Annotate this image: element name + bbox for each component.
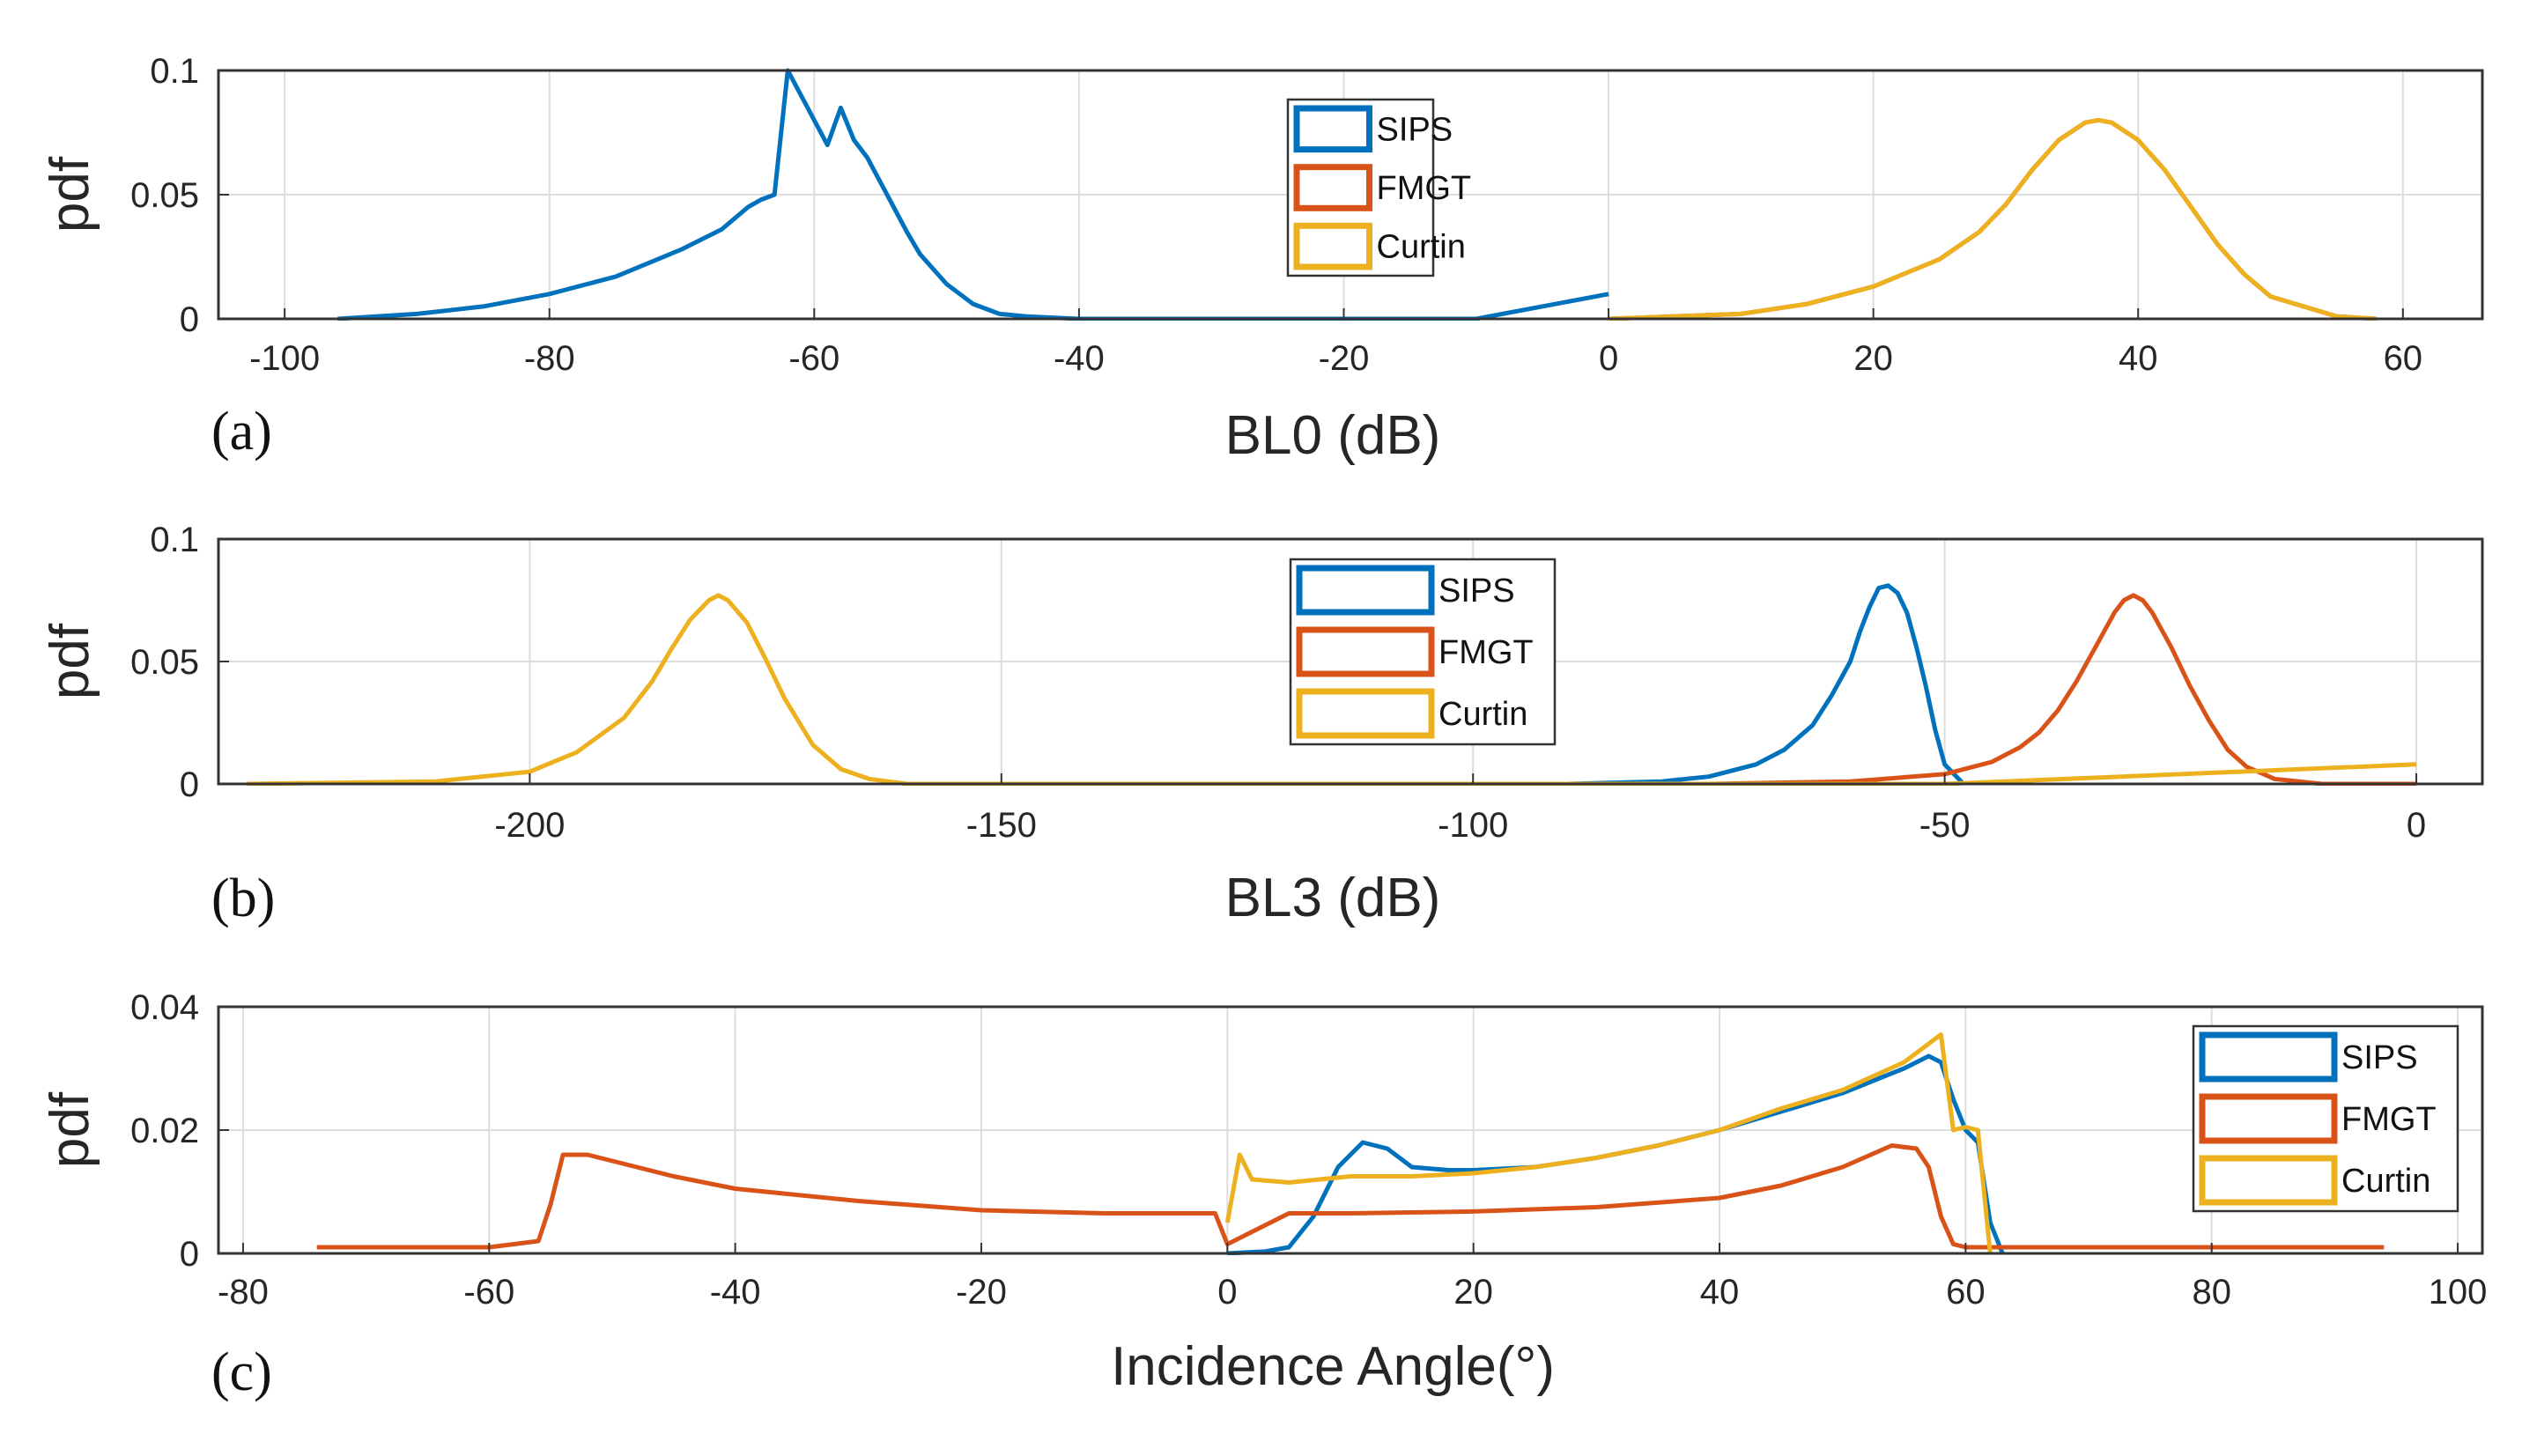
- legend-label-fmgt: FMGT: [2341, 1101, 2437, 1138]
- x-axis-label: Incidence Angle(°): [1111, 1336, 1555, 1397]
- legend-label-sips: SIPS: [1377, 111, 1453, 148]
- legend-label-curtin: Curtin: [2341, 1163, 2430, 1200]
- legend: SIPS FMGT Curtin: [1289, 558, 1557, 746]
- legend-label-fmgt: FMGT: [1439, 634, 1534, 671]
- legend: SIPS FMGT Curtin: [2192, 1024, 2459, 1213]
- y-tick-label: 0: [180, 1235, 199, 1274]
- y-tick-label: 0: [180, 765, 199, 804]
- legend-label-curtin: Curtin: [1439, 696, 1527, 733]
- x-tick-label: 60: [2384, 339, 2423, 378]
- x-tick-label: 80: [2192, 1273, 2231, 1312]
- legend-swatch-fmgt: [1293, 164, 1372, 211]
- x-tick-label: 40: [1700, 1273, 1740, 1312]
- x-tick-label: -40: [710, 1273, 761, 1312]
- panel-letter: (a): [211, 402, 272, 462]
- y-tick-label: 0.05: [130, 643, 199, 682]
- legend-swatch-curtin: [1296, 688, 1435, 739]
- y-tick-label: 0.1: [150, 521, 199, 559]
- x-tick-label: -50: [1919, 806, 1971, 845]
- y-axis-label: pdf: [40, 623, 100, 699]
- series-line-sips: [1567, 583, 1965, 786]
- x-tick-label: 0: [1599, 339, 1618, 378]
- chart-panel-2: -200 -150 -100 -50 0 0 0.05 0.1 pdf BL3 (dB) (b) SI…: [40, 521, 2484, 928]
- x-tick-label: 0: [1217, 1273, 1237, 1312]
- y-tick-label: 0.04: [130, 988, 199, 1027]
- legend-box: [1286, 98, 1435, 277]
- legend-swatch-sips: [1296, 565, 1435, 616]
- x-tick-label: -150: [966, 806, 1037, 845]
- legend-swatch-fmgt: [1296, 626, 1435, 677]
- legend: SIPS FMGT Curtin: [1286, 98, 1472, 277]
- y-tick-label: 0.02: [130, 1112, 199, 1150]
- x-axis-label: BL3 (dB): [1225, 868, 1441, 928]
- legend-swatch-fmgt: [2199, 1093, 2338, 1144]
- y-tick-label: 0.1: [150, 52, 199, 91]
- series-line-fmgt: [1708, 593, 2416, 786]
- series-line-curtin: [1609, 117, 2377, 321]
- chart-panel-3: -80 -60 -40 -20 0 20 40 60 80 100 0 0.02 0.04 pdf Inci…: [40, 988, 2487, 1402]
- x-tick-label: 60: [1946, 1273, 1986, 1312]
- x-tick-label: -200: [494, 806, 565, 845]
- x-tick-label: 0: [2407, 806, 2426, 845]
- x-tick-label: -60: [788, 339, 839, 378]
- x-tick-label: -80: [524, 339, 575, 378]
- x-tick-label: -20: [956, 1273, 1007, 1312]
- x-tick-label: -100: [249, 339, 320, 378]
- panel-letter: (c): [211, 1342, 272, 1402]
- panel-letter: (b): [211, 868, 275, 928]
- x-axis-label: BL0 (dB): [1225, 405, 1441, 466]
- legend-label-fmgt: FMGT: [1377, 170, 1472, 207]
- series-line-fmgt: [316, 1143, 2385, 1250]
- legend-box: [1289, 558, 1557, 746]
- x-tick-label: -40: [1054, 339, 1105, 378]
- y-tick-label: 0: [180, 300, 199, 339]
- x-tick-label: -20: [1319, 339, 1370, 378]
- legend-swatch-curtin: [2199, 1155, 2338, 1206]
- y-axis-label: pdf: [40, 156, 100, 233]
- x-tick-label: 100: [2429, 1273, 2488, 1312]
- x-tick-label: 40: [2119, 339, 2158, 378]
- x-tick-label: 20: [1453, 1273, 1493, 1312]
- legend-label-sips: SIPS: [1439, 573, 1515, 610]
- legend-label-curtin: Curtin: [1377, 229, 1466, 266]
- y-tick-label: 0.05: [130, 176, 199, 215]
- x-tick-label: -80: [218, 1273, 269, 1312]
- x-tick-label: -100: [1438, 806, 1508, 845]
- x-tick-label: 20: [1853, 339, 1893, 378]
- legend-box: [2192, 1024, 2459, 1213]
- legend-swatch-sips: [2199, 1031, 2338, 1083]
- chart-panel-1: -100 -80 -60 -40 -20 0 20 40 60 0 0.05 0.1 pdf BL0 (d…: [40, 52, 2484, 466]
- x-tick-label: -60: [463, 1273, 514, 1312]
- y-axis-label: pdf: [40, 1091, 100, 1168]
- legend-swatch-curtin: [1293, 222, 1372, 270]
- legend-swatch-sips: [1293, 105, 1372, 153]
- legend-label-sips: SIPS: [2341, 1039, 2418, 1076]
- series-line-curtin: [1224, 1032, 1993, 1254]
